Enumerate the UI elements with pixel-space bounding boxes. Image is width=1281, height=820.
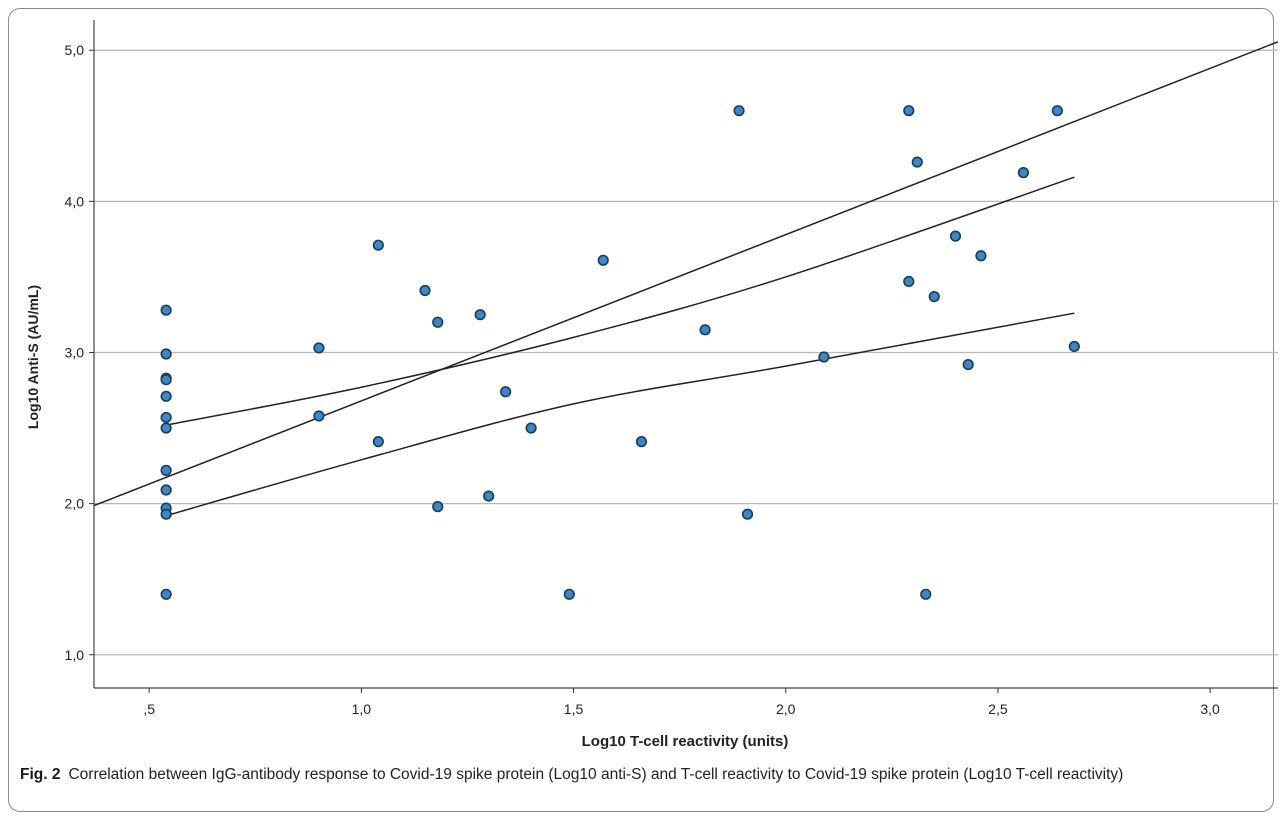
data-point [635, 436, 648, 448]
data-point [160, 374, 172, 386]
ci-lower-curve [165, 312, 1075, 517]
data-point [911, 156, 923, 168]
data-point [372, 239, 384, 251]
data-point [1068, 340, 1080, 353]
data-point [699, 324, 711, 336]
x-tick-label: 2,5 [988, 701, 1008, 717]
data-point [903, 275, 915, 288]
data-point [432, 316, 444, 328]
data-point [160, 348, 172, 360]
data-point [160, 484, 172, 496]
data-point [525, 422, 537, 434]
x-tick-label: 3,0 [1200, 701, 1220, 717]
y-axis-label: Log10 Anti-S (AU/mL) [25, 285, 41, 429]
regression-lines [93, 41, 1279, 517]
data-point [1017, 167, 1029, 179]
tick-labels: 1,0 2,0 3,0 4,0 5,0 ,5 1,0 1,5 2,0 2,5 3,0 [65, 42, 1221, 717]
data-point [920, 588, 932, 600]
data-point [741, 508, 754, 520]
x-tick-label: 2,0 [776, 701, 796, 717]
data-point [500, 386, 512, 398]
data-point [597, 254, 609, 266]
data-point [160, 588, 172, 600]
y-tick-label: 1,0 [65, 647, 85, 663]
data-point [160, 508, 172, 520]
data-point [733, 105, 745, 117]
x-axis-label: Log10 T-cell reactivity (units) [582, 733, 789, 750]
grid-lines [94, 49, 1278, 656]
data-point [160, 422, 172, 434]
data-point [160, 464, 172, 476]
data-point [903, 105, 915, 117]
ci-upper-curve [166, 176, 1075, 426]
x-tick-label: 1,0 [352, 701, 372, 717]
data-point [975, 250, 987, 262]
data-point [474, 309, 486, 321]
data-point [313, 410, 325, 422]
data-point [563, 588, 575, 600]
data-point [313, 342, 325, 354]
data-point [818, 351, 830, 363]
data-point [160, 411, 172, 424]
axes [89, 20, 1278, 693]
y-tick-label: 2,0 [65, 496, 85, 512]
data-point [1051, 105, 1063, 117]
data-point [949, 230, 962, 242]
figure-caption: Fig. 2 Correlation between IgG-antibody r… [20, 764, 1190, 786]
regression-line [93, 41, 1279, 507]
data-points [160, 105, 1080, 600]
figure-frame [8, 8, 1274, 812]
data-point [419, 284, 431, 297]
x-tick-label: ,5 [143, 701, 155, 717]
data-point [372, 436, 384, 448]
data-point [962, 358, 974, 371]
data-point [432, 501, 444, 513]
scatter-plot: 1,0 2,0 3,0 4,0 5,0 ,5 1,0 1,5 2,0 2,5 3,0 Log10 T… [25, 20, 1279, 750]
data-point [928, 290, 940, 303]
x-tick-label: 1,5 [564, 701, 584, 717]
y-tick-label: 5,0 [65, 42, 85, 58]
figure-label: Fig. 2 [20, 766, 61, 783]
data-point [160, 390, 172, 402]
y-tick-label: 4,0 [65, 193, 85, 209]
y-tick-label: 3,0 [65, 344, 85, 360]
figure-caption-text: Correlation between IgG-antibody respons… [68, 766, 1124, 783]
data-point [160, 304, 172, 316]
data-point [483, 490, 495, 502]
